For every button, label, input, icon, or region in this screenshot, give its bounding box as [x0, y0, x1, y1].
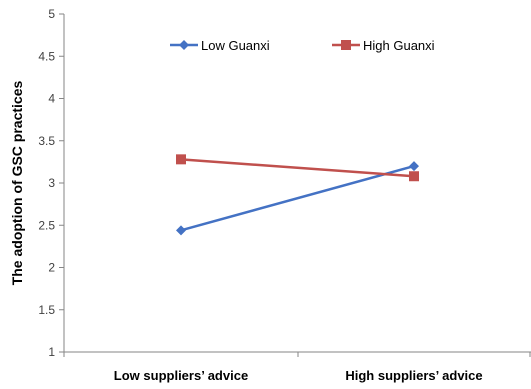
legend: Low Guanxi High Guanxi: [170, 38, 435, 53]
y-tick-label: 2.5: [38, 218, 55, 232]
legend-label: High Guanxi: [363, 38, 435, 53]
axes: [63, 14, 531, 357]
series-line: [180, 158, 415, 178]
legend-item-0: Low Guanxi: [170, 38, 270, 53]
y-tick-label: 1.5: [38, 303, 55, 317]
legend-marker: [341, 40, 351, 50]
series-group: [176, 154, 419, 236]
legend-marker: [179, 40, 189, 50]
data-point-marker: [409, 171, 419, 182]
series-1: [176, 154, 419, 182]
y-tick-label: 2: [48, 261, 55, 275]
y-tick-label: 4.5: [38, 49, 55, 63]
x-category-label: Low suppliers’ advice: [114, 368, 248, 383]
y-tick-label: 3: [48, 176, 55, 190]
y-tick-label: 3.5: [38, 134, 55, 148]
series-line: [180, 164, 415, 232]
legend-label: Low Guanxi: [201, 38, 270, 53]
x-axis-categories: Low suppliers’ advice High suppliers’ adv…: [114, 368, 483, 383]
y-tick-label: 4: [48, 92, 55, 106]
data-point-marker: [176, 154, 186, 165]
legend-item-1: High Guanxi: [332, 38, 435, 53]
y-axis-ticks: 1 1.5 2 2.5 3 3.5 4 4.5 5: [38, 7, 64, 359]
y-axis-label: The adoption of GSC practices: [9, 81, 25, 286]
series-0: [176, 161, 419, 236]
x-category-label: High suppliers’ advice: [345, 368, 482, 383]
y-tick-label: 5: [48, 7, 55, 21]
data-point-marker: [176, 225, 186, 236]
data-point-marker: [409, 161, 419, 172]
y-tick-label: 1: [48, 345, 55, 359]
